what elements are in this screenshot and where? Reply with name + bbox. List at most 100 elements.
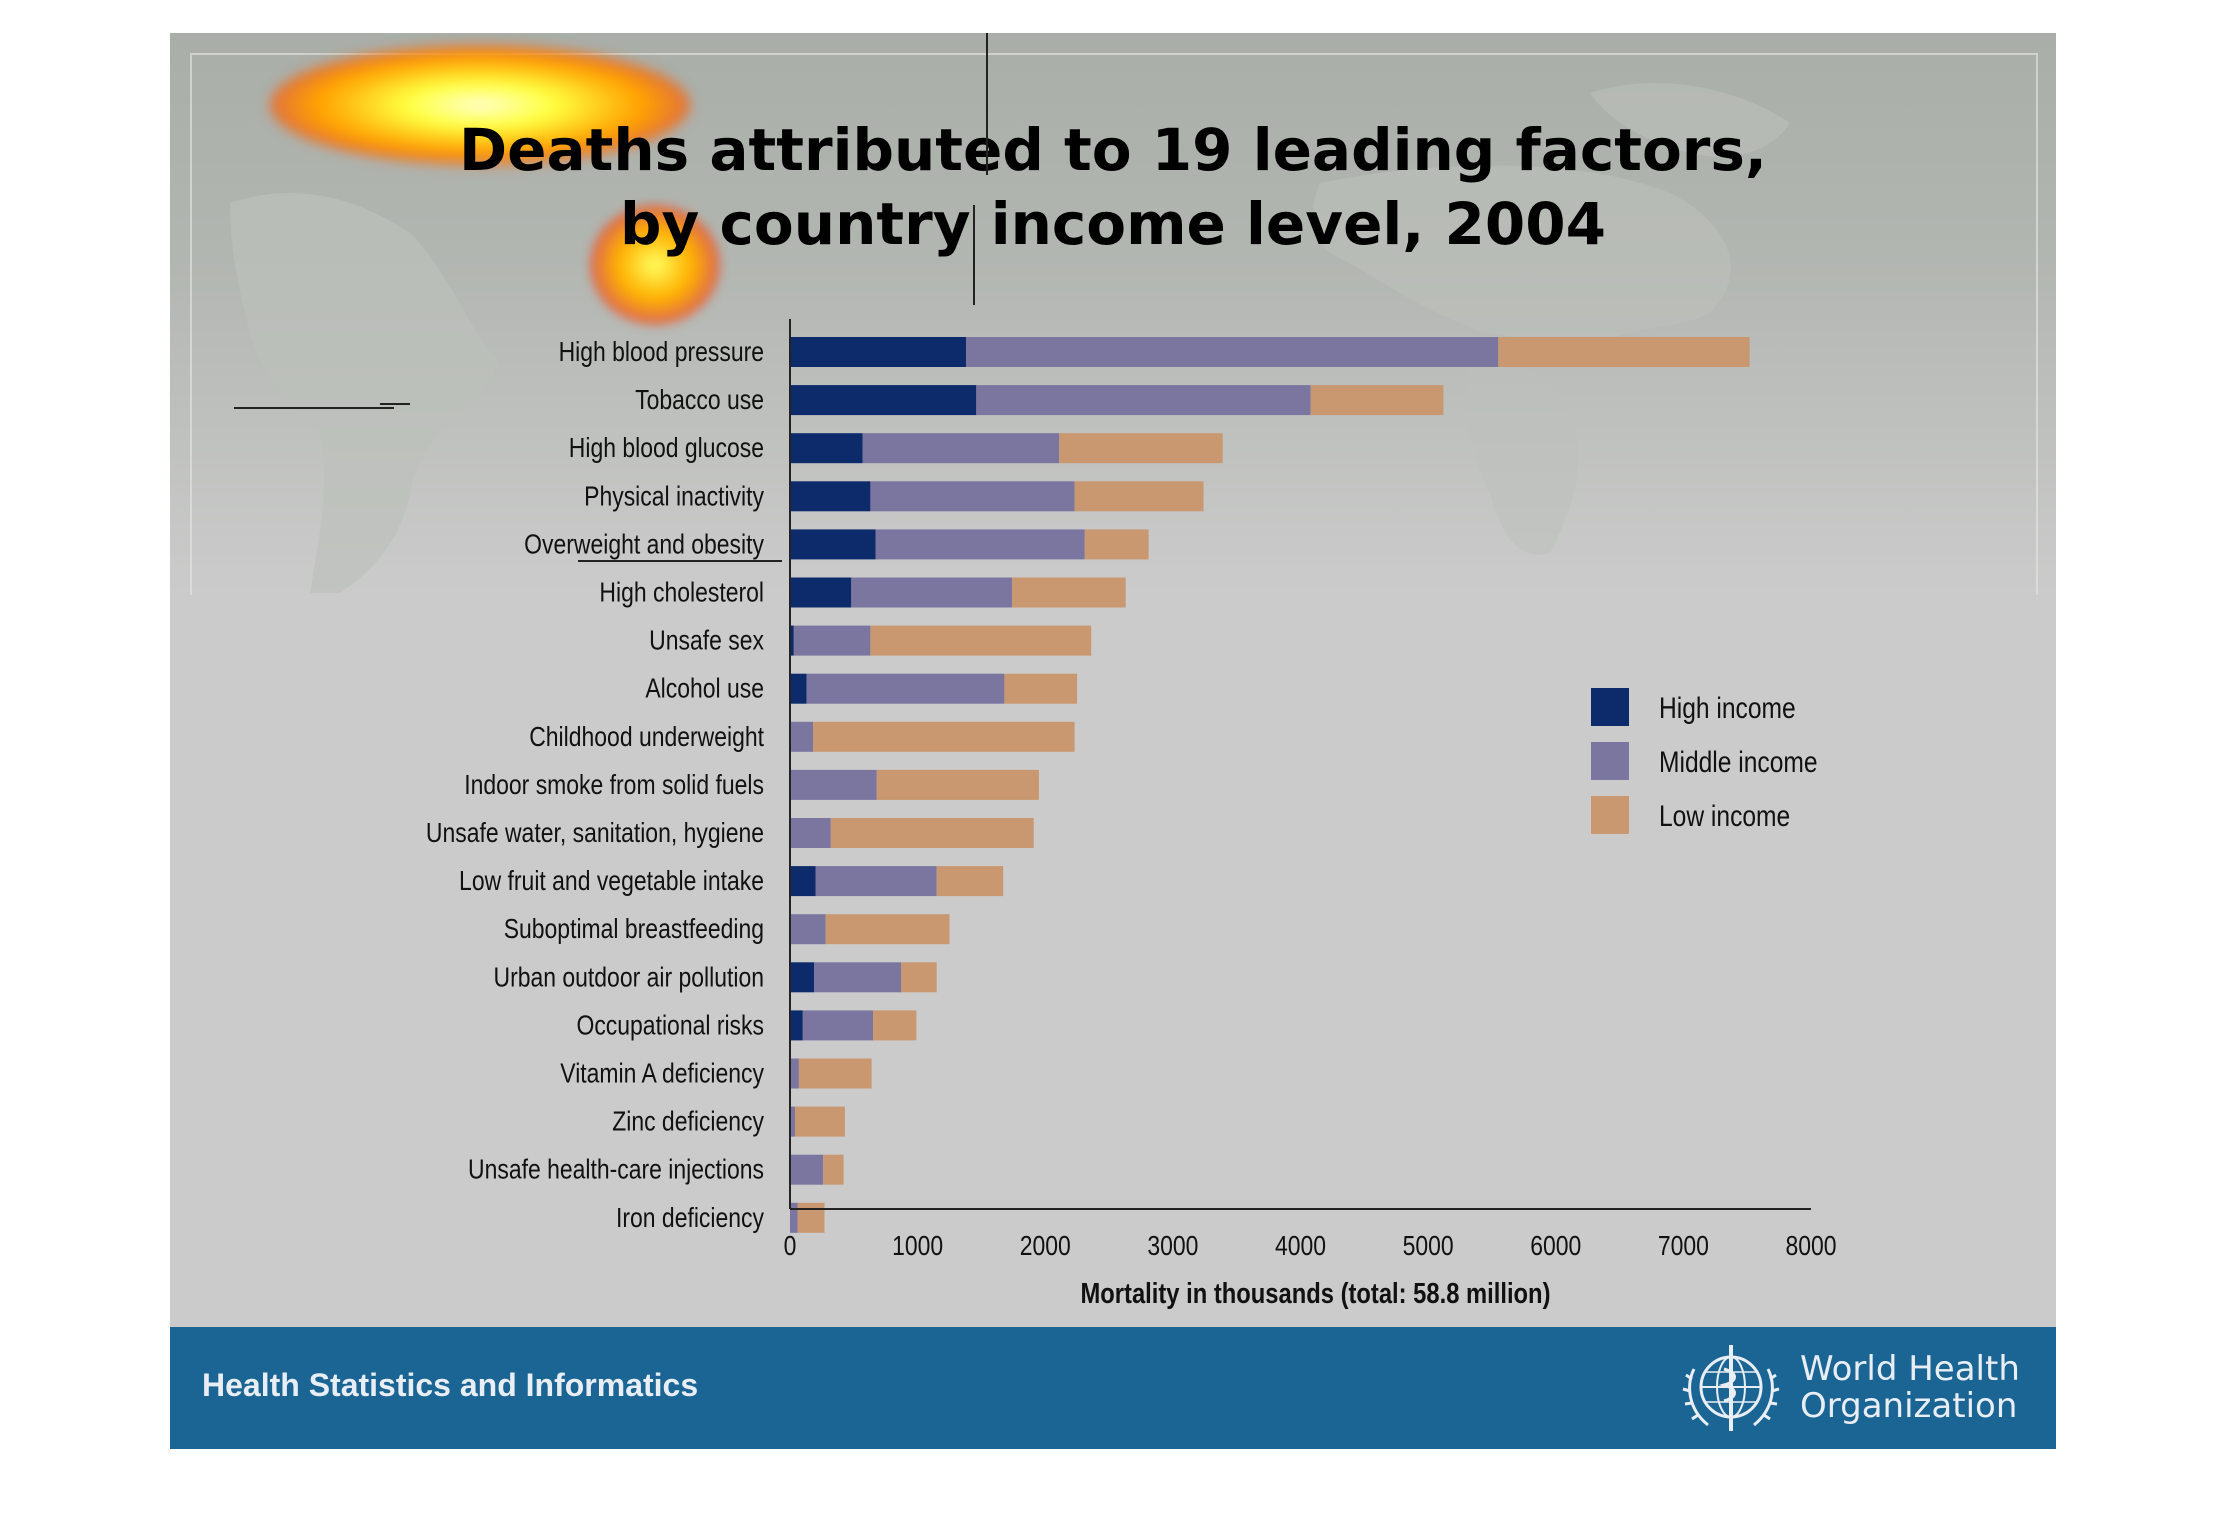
bar-middle-income	[790, 769, 877, 800]
annotation-line	[973, 205, 975, 305]
bar-high-income	[790, 577, 852, 608]
category-label: Overweight and obesity	[524, 529, 764, 560]
category-label: High blood glucose	[569, 433, 764, 464]
bar-middle-income	[815, 866, 937, 897]
bar-middle-income	[976, 385, 1311, 416]
bar-low-income	[1004, 673, 1078, 704]
bar-low-income	[823, 1154, 844, 1185]
category-label: Childhood underweight	[529, 722, 764, 753]
x-tick-label: 4000	[1275, 1231, 1326, 1262]
bar-middle-income	[966, 337, 1499, 367]
bar-low-income	[876, 769, 1039, 800]
category-label: Zinc deficiency	[612, 1107, 764, 1138]
bar-low-income	[798, 1058, 872, 1089]
category-label: Occupational risks	[576, 1010, 764, 1041]
bar-low-income	[813, 721, 1075, 752]
bar-low-income	[1498, 337, 1750, 367]
x-tick-label: 2000	[1020, 1231, 1071, 1262]
legend-swatch	[1591, 688, 1629, 726]
heatmap-blob	[590, 205, 720, 325]
bar-high-income	[790, 866, 816, 897]
bar-low-income	[795, 1106, 845, 1137]
x-tick-label: 3000	[1147, 1231, 1198, 1262]
bar-middle-income	[793, 625, 871, 656]
category-label: Physical inactivity	[584, 481, 764, 512]
bar-low-income	[797, 1202, 825, 1233]
legend-label: Middle income	[1659, 745, 1818, 779]
category-label: Low fruit and vegetable intake	[459, 866, 764, 897]
category-label: High cholesterol	[599, 577, 764, 608]
bar-low-income	[870, 625, 1092, 656]
annotation-line	[986, 33, 988, 175]
bar-low-income	[1310, 385, 1444, 416]
x-tick-label: 7000	[1658, 1231, 1709, 1262]
annotation-line	[380, 403, 410, 405]
category-label: Unsafe health-care injections	[468, 1155, 764, 1186]
bar-high-income	[790, 433, 863, 464]
bar-low-income	[1084, 529, 1149, 560]
who-emblem-icon	[1682, 1345, 1780, 1431]
bar-middle-income	[875, 529, 1085, 560]
category-label: Suboptimal breastfeeding	[504, 914, 764, 945]
bar-middle-income	[790, 1058, 799, 1089]
bar-middle-income	[851, 577, 1013, 608]
bar-high-income	[790, 529, 876, 560]
x-tick-label: 6000	[1530, 1231, 1581, 1262]
category-label: Urban outdoor air pollution	[494, 962, 764, 993]
category-label: Vitamin A deficiency	[560, 1058, 764, 1089]
bar-middle-income	[790, 721, 813, 752]
bar-high-income	[790, 962, 815, 993]
bar-high-income	[790, 625, 794, 656]
x-axis-label: Mortality in thousands (total: 58.8 mill…	[1080, 1277, 1550, 1310]
x-tick-label: 5000	[1403, 1231, 1454, 1262]
bar-middle-income	[802, 1010, 873, 1041]
category-label: Tobacco use	[635, 385, 764, 416]
bar-high-income	[790, 385, 977, 416]
x-tick-label: 0	[784, 1231, 797, 1262]
slide: Deaths attributed to 19 leading factors,…	[170, 33, 2056, 1449]
bar-low-income	[830, 818, 1034, 848]
legend-swatch	[1591, 796, 1629, 834]
chart-title-line-2: by country income level, 2004	[620, 190, 1606, 258]
category-label: Iron deficiency	[616, 1203, 764, 1234]
bar-low-income	[1012, 577, 1126, 608]
category-label: Indoor smoke from solid fuels	[464, 770, 764, 801]
bar-middle-income	[870, 481, 1075, 512]
background-frame	[190, 53, 2038, 595]
bar-middle-income	[790, 1202, 798, 1233]
world-map-watermark	[230, 83, 1790, 593]
heatmap-blob	[270, 45, 690, 165]
bar-middle-income	[814, 962, 901, 993]
who-name: World Health Organization	[1800, 1351, 2020, 1425]
annotation-line	[234, 407, 394, 409]
bar-high-income	[790, 1010, 803, 1041]
bar-middle-income	[790, 1154, 824, 1185]
chart-title: Deaths attributed to 19 leading factors,…	[170, 113, 2056, 261]
who-name-line-1: World Health	[1800, 1349, 2020, 1389]
bar-low-income	[1059, 433, 1223, 464]
bar-low-income	[873, 1010, 917, 1041]
chart-title-line-1: Deaths attributed to 19 leading factors,	[459, 116, 1767, 184]
bar-middle-income	[790, 914, 826, 945]
bar-high-income	[790, 481, 871, 512]
category-label: High blood pressure	[559, 337, 764, 368]
category-label: Unsafe water, sanitation, hygiene	[426, 818, 764, 849]
bar-low-income	[825, 914, 950, 945]
bar-low-income	[901, 962, 937, 993]
footer-text: Health Statistics and Informatics	[202, 1367, 699, 1403]
category-label: Alcohol use	[645, 674, 764, 705]
x-tick-label: 1000	[892, 1231, 943, 1262]
bar-high-income	[790, 337, 967, 367]
legend-swatch	[1591, 742, 1629, 780]
bar-middle-income	[790, 1106, 796, 1137]
category-label: Unsafe sex	[649, 626, 764, 657]
who-name-line-2: Organization	[1800, 1386, 2018, 1426]
bar-middle-income	[862, 433, 1060, 464]
bar-middle-income	[806, 673, 1005, 704]
bar-high-income	[790, 673, 807, 704]
bar-low-income	[1074, 481, 1204, 512]
stacked-bar-chart: High blood pressure Tobacco use High blood…	[426, 319, 1837, 1310]
bar-middle-income	[790, 818, 831, 848]
footer-bar: Health Statistics and Informatics World …	[170, 1327, 2056, 1449]
legend-label: High income	[1659, 691, 1796, 725]
